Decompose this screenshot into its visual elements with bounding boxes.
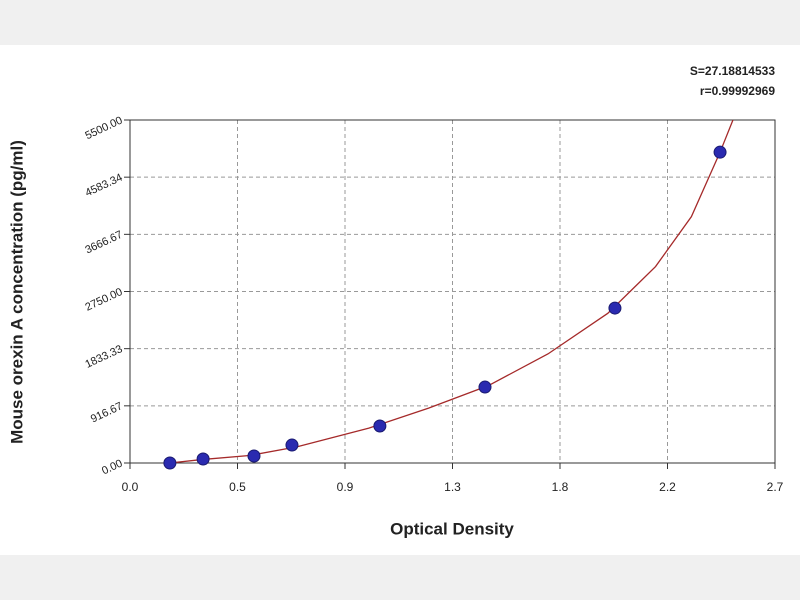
x-axis-title: Optical Density	[390, 519, 514, 538]
y-tick-label: 4583.34	[83, 172, 124, 200]
x-tick-label: 2.7	[767, 480, 784, 494]
data-point	[713, 145, 727, 159]
x-tick-label: 0.0	[122, 480, 139, 494]
top-band	[0, 0, 800, 45]
data-point	[373, 419, 387, 433]
data-point	[163, 456, 177, 470]
data-point	[247, 449, 261, 463]
x-tick-label: 1.8	[552, 480, 569, 494]
y-tick-label: 5500.00	[83, 114, 124, 142]
x-tick-label: 2.2	[659, 480, 676, 494]
y-tick-label: 3666.67	[83, 229, 124, 257]
y-tick-label: 916.67	[89, 400, 125, 425]
y-tick-label: 1833.33	[83, 343, 124, 371]
x-tick-label: 0.5	[229, 480, 246, 494]
data-point	[285, 438, 299, 452]
y-axis-title: Mouse orexin A concentration (pg/ml)	[7, 140, 26, 444]
y-tick-label: 0.00	[100, 457, 124, 477]
annotation: r=0.99992969	[700, 84, 775, 98]
y-tick-label: 2750.00	[83, 286, 124, 314]
data-point	[608, 301, 622, 315]
x-tick-label: 0.9	[337, 480, 354, 494]
data-point	[196, 452, 210, 466]
x-tick-label: 1.3	[444, 480, 461, 494]
annotation: S=27.18814533	[690, 64, 775, 78]
data-point	[478, 380, 492, 394]
plot-frame	[129, 119, 776, 464]
bottom-band	[0, 555, 800, 600]
